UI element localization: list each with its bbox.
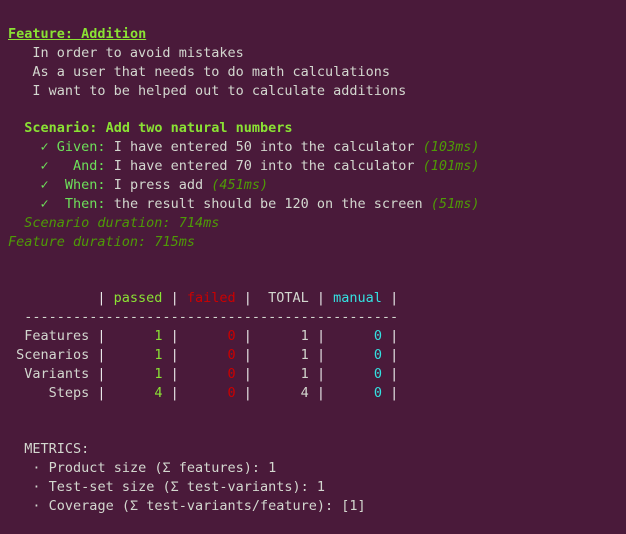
col-passed: passed — [114, 290, 163, 306]
col-failed: failed — [187, 290, 236, 306]
scenario-duration-label: Scenario duration: — [24, 215, 170, 231]
cell-manual: 0 — [374, 385, 382, 401]
col-manual: manual — [333, 290, 382, 306]
feature-label: Feature: — [8, 26, 73, 42]
row-label: Steps — [49, 385, 90, 401]
scenario-name: Add two natural numbers — [106, 120, 293, 136]
metric-item: Test-set size (Σ test-variants): 1 — [49, 479, 325, 495]
step-text: the result should be 120 on the screen — [114, 196, 423, 212]
step-keyword: And: — [57, 158, 106, 174]
narrative-line: As a user that needs to do math calculat… — [32, 64, 390, 80]
check-icon: ✓ — [41, 196, 49, 212]
step-keyword: Given: — [57, 139, 106, 155]
step-duration: (451ms) — [211, 177, 268, 193]
cell-total: 1 — [301, 347, 309, 363]
cell-total: 1 — [301, 328, 309, 344]
step-duration: (101ms) — [423, 158, 480, 174]
cell-total: 4 — [301, 385, 309, 401]
cell-passed: 1 — [154, 328, 162, 344]
step-duration: (51ms) — [431, 196, 480, 212]
step-text: I have entered 50 into the calculator — [114, 139, 415, 155]
cell-total: 1 — [301, 366, 309, 382]
step-text: I press add — [114, 177, 203, 193]
narrative-line: I want to be helped out to calculate add… — [32, 83, 406, 99]
step-text: I have entered 70 into the calculator — [114, 158, 415, 174]
row-label: Features — [24, 328, 89, 344]
cell-manual: 0 — [374, 328, 382, 344]
table-separator: ----------------------------------------… — [24, 309, 398, 325]
cell-manual: 0 — [374, 347, 382, 363]
row-label: Variants — [24, 366, 89, 382]
check-icon: ✓ — [41, 177, 49, 193]
row-label: Scenarios — [16, 347, 89, 363]
cell-passed: 4 — [154, 385, 162, 401]
cell-failed: 0 — [228, 366, 236, 382]
metric-item: Coverage (Σ test-variants/feature): [1] — [49, 498, 366, 514]
bullet-icon: · — [32, 460, 40, 476]
terminal-output: Feature: Addition In order to avoid mist… — [0, 0, 626, 534]
feature-name: Addition — [81, 26, 146, 42]
cell-passed: 1 — [154, 347, 162, 363]
check-icon: ✓ — [41, 139, 49, 155]
step-keyword: Then: — [57, 196, 106, 212]
cell-passed: 1 — [154, 366, 162, 382]
bullet-icon: · — [32, 479, 40, 495]
cell-failed: 0 — [228, 328, 236, 344]
cell-manual: 0 — [374, 366, 382, 382]
metrics-title: METRICS: — [24, 441, 89, 457]
cell-failed: 0 — [228, 347, 236, 363]
bullet-icon: · — [32, 498, 40, 514]
narrative-line: In order to avoid mistakes — [32, 45, 243, 61]
metric-item: Product size (Σ features): 1 — [49, 460, 277, 476]
step-duration: (103ms) — [423, 139, 480, 155]
scenario-label: Scenario: — [24, 120, 97, 136]
col-total: TOTAL — [268, 290, 309, 306]
step-keyword: When: — [57, 177, 106, 193]
check-icon: ✓ — [41, 158, 49, 174]
feature-duration: 715ms — [154, 234, 195, 250]
cell-failed: 0 — [227, 385, 235, 401]
scenario-duration: 714ms — [179, 215, 220, 231]
feature-duration-label: Feature duration: — [8, 234, 146, 250]
